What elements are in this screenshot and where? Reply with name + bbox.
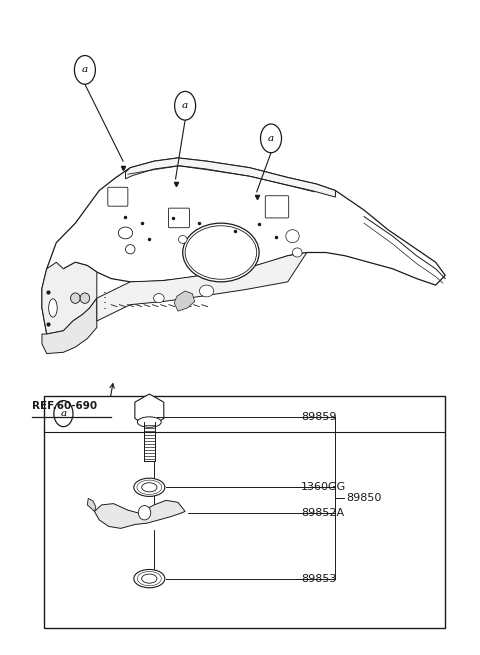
Polygon shape — [42, 262, 97, 334]
Circle shape — [54, 401, 73, 426]
Ellipse shape — [286, 230, 299, 243]
Text: a: a — [82, 66, 88, 75]
Ellipse shape — [134, 478, 165, 496]
Polygon shape — [125, 158, 336, 197]
Text: a: a — [182, 102, 188, 110]
Text: a: a — [268, 134, 274, 143]
Text: 89850: 89850 — [346, 493, 381, 503]
Ellipse shape — [199, 285, 214, 297]
Ellipse shape — [137, 417, 161, 427]
Ellipse shape — [138, 506, 151, 520]
FancyBboxPatch shape — [44, 396, 445, 627]
Polygon shape — [87, 498, 96, 512]
Polygon shape — [97, 252, 307, 321]
Ellipse shape — [80, 293, 90, 303]
Polygon shape — [174, 291, 195, 311]
FancyBboxPatch shape — [265, 196, 288, 218]
Ellipse shape — [71, 293, 80, 303]
Ellipse shape — [154, 293, 164, 303]
Polygon shape — [42, 158, 445, 334]
Polygon shape — [135, 394, 164, 426]
Ellipse shape — [142, 483, 157, 492]
Ellipse shape — [292, 248, 302, 257]
Text: 89852A: 89852A — [301, 508, 344, 518]
Text: a: a — [60, 409, 67, 418]
Circle shape — [261, 124, 281, 153]
Circle shape — [175, 92, 196, 120]
Ellipse shape — [142, 574, 157, 583]
FancyBboxPatch shape — [168, 208, 190, 228]
Ellipse shape — [118, 227, 132, 239]
Polygon shape — [95, 500, 185, 529]
FancyBboxPatch shape — [108, 187, 128, 206]
Ellipse shape — [125, 245, 135, 253]
Text: 89859: 89859 — [301, 412, 336, 422]
Ellipse shape — [48, 299, 57, 317]
Text: 1360GG: 1360GG — [301, 482, 347, 493]
Ellipse shape — [179, 236, 187, 244]
Circle shape — [74, 56, 96, 84]
Ellipse shape — [134, 569, 165, 588]
Polygon shape — [42, 298, 97, 354]
Text: REF.60-690: REF.60-690 — [33, 401, 97, 411]
Text: 89853: 89853 — [301, 574, 336, 584]
Ellipse shape — [183, 223, 259, 282]
